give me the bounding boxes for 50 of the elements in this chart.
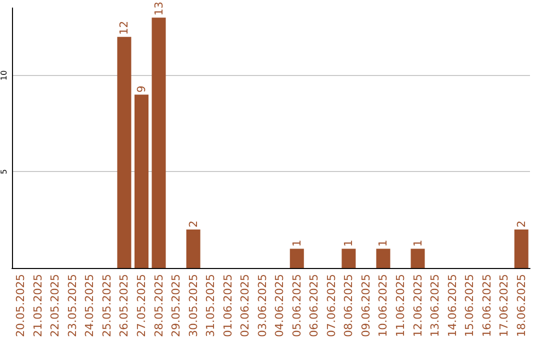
y-tick-label: 5: [0, 169, 8, 174]
x-tick-label: 02.06.2025: [238, 274, 252, 338]
x-tick-label: 07.06.2025: [324, 274, 338, 338]
x-tick-label: 28.05.2025: [152, 274, 166, 338]
data-label: 12: [118, 20, 131, 35]
data-label: 2: [514, 220, 528, 228]
x-tick-label: 21.05.2025: [31, 274, 44, 338]
bar: [152, 18, 166, 268]
x-tick-label: 05.06.2025: [290, 274, 304, 338]
x-tick-label: 09.06.2025: [359, 274, 372, 338]
x-tick-label: 26.05.2025: [118, 274, 131, 338]
data-label: 9: [135, 86, 148, 93]
bar: [514, 229, 528, 268]
data-label: 1: [290, 240, 304, 247]
x-tick-label: 01.06.2025: [221, 274, 234, 338]
bar: [342, 248, 356, 268]
bar: [290, 248, 304, 268]
x-tick-label: 15.06.2025: [463, 274, 476, 338]
bar: [376, 248, 390, 268]
x-tick-label: 12.06.2025: [411, 274, 424, 338]
x-tick-label: 23.05.2025: [66, 274, 79, 338]
x-tick-label: 13.06.2025: [428, 274, 442, 338]
y-tick-label: 10: [0, 70, 8, 81]
x-tick-label: 17.06.2025: [498, 274, 511, 338]
x-tick-label: 30.05.2025: [186, 274, 200, 338]
x-tick-label: 20.05.2025: [14, 274, 28, 338]
x-tick-label: 25.05.2025: [100, 274, 114, 338]
bar: [134, 94, 148, 268]
x-tick-label: 10.06.2025: [376, 274, 390, 338]
x-tick-label: 04.06.2025: [273, 274, 286, 338]
x-tick-label: 22.05.2025: [48, 274, 62, 338]
data-label: 1: [342, 240, 356, 247]
x-tick-label: 29.05.2025: [170, 274, 183, 338]
x-tick-label: 08.06.2025: [342, 274, 356, 338]
x-tick-label: 16.06.2025: [480, 274, 494, 338]
bar: [410, 248, 425, 268]
x-tick-label: 11.06.2025: [394, 274, 407, 338]
x-tick-label: 14.06.2025: [446, 274, 459, 338]
data-label: 13: [152, 2, 166, 16]
data-label: 1: [411, 240, 424, 247]
x-tick-label: 06.06.2025: [308, 274, 321, 338]
x-tick-label: 18.06.2025: [514, 274, 528, 338]
x-tick-label: 24.05.2025: [83, 274, 96, 338]
x-tick-label: 31.05.2025: [204, 274, 218, 338]
x-tick-label: 03.06.2025: [256, 274, 269, 338]
data-label: 2: [186, 220, 200, 228]
data-label: 1: [376, 240, 390, 247]
x-tick-label: 27.05.2025: [135, 274, 148, 338]
bar: [186, 229, 200, 268]
bar: [117, 36, 132, 268]
